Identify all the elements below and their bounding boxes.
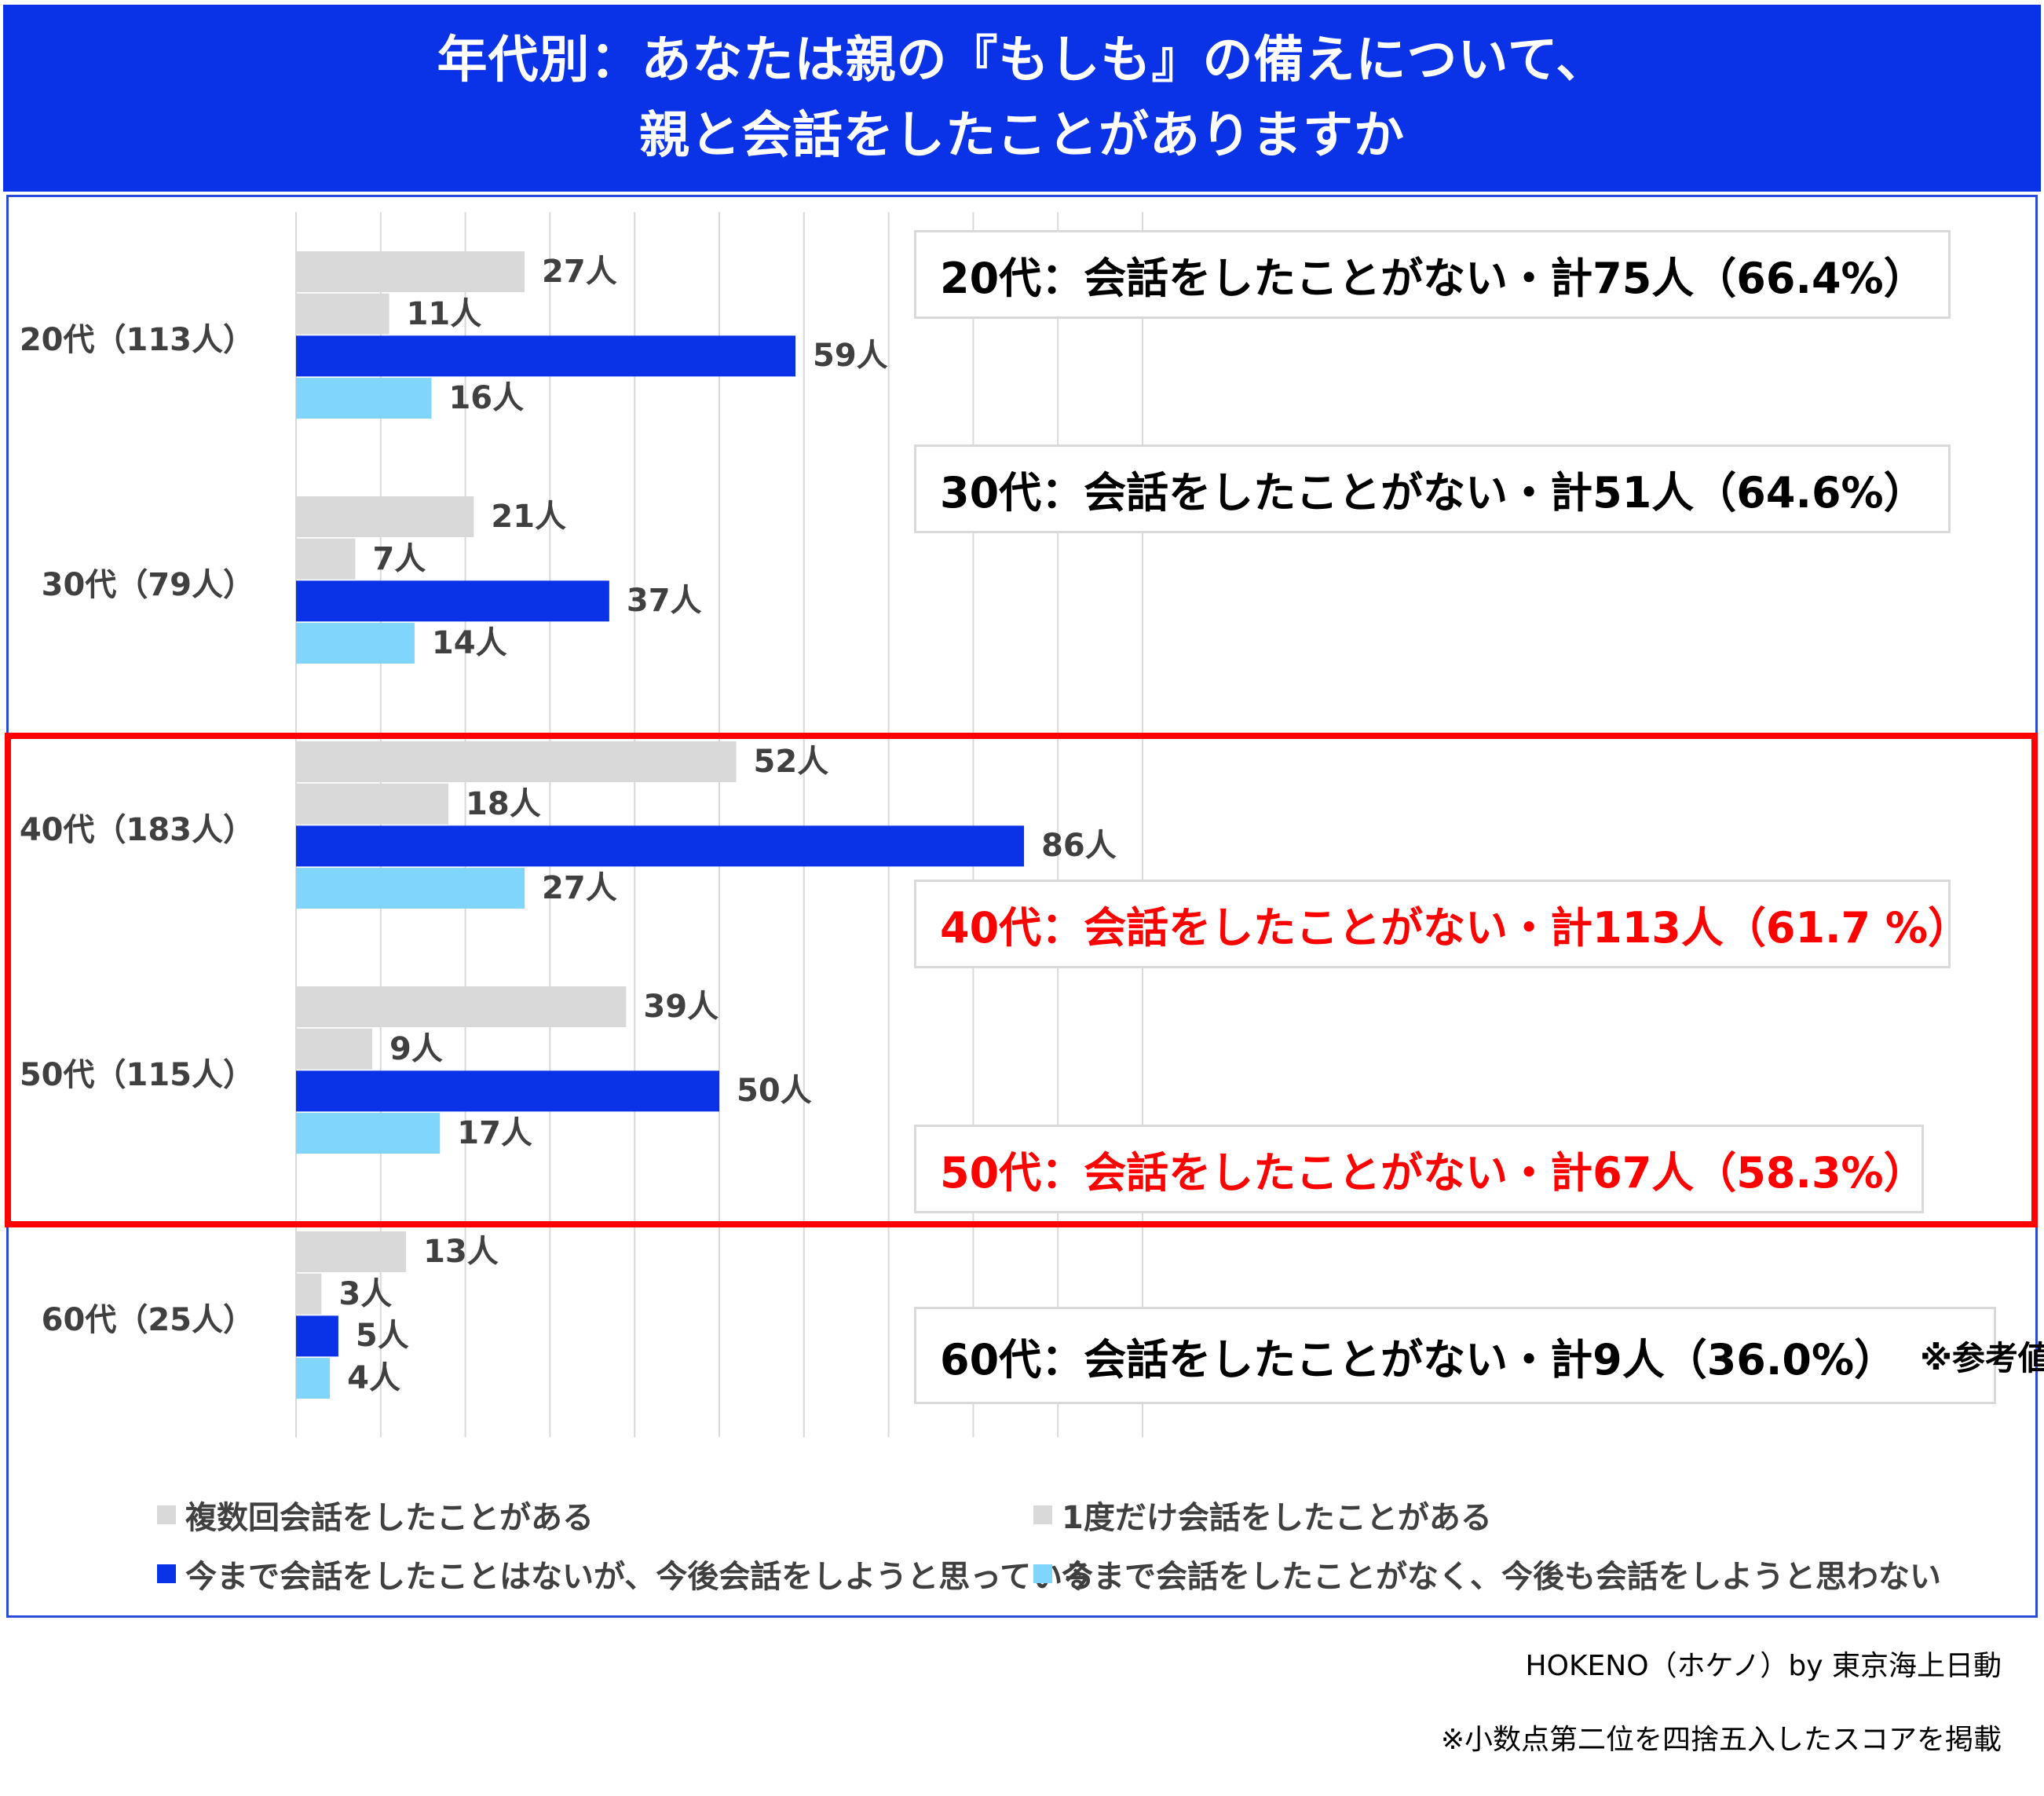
bar-group0-series0	[296, 251, 525, 292]
bar-value-label: 4人	[347, 1360, 400, 1397]
callout-60s-note: ※参考値	[1920, 1338, 2044, 1377]
source-credit: HOKENO（ホケノ）by 東京海上日動	[1525, 1650, 2002, 1682]
bar-group3-series0	[296, 986, 627, 1027]
group-label-30s: 30代（79人）	[41, 567, 254, 603]
group-label-20s: 20代（113人）	[19, 322, 254, 358]
bar-group4-series2	[296, 1315, 338, 1357]
bar-value-label: 59人	[813, 338, 888, 375]
bar-value-label: 17人	[457, 1115, 532, 1152]
bar-group0-series1	[296, 293, 389, 335]
callout-20s-text: 20代：会話をしたことがない・計75人（66.4%）	[940, 254, 1926, 303]
legend-swatch-wont-talk	[1033, 1564, 1052, 1583]
legend-swatch-will-talk	[157, 1564, 176, 1583]
bar-value-label: 50人	[737, 1073, 812, 1110]
legend-label-multiple: 複数回会話をしたことがある	[185, 1500, 594, 1536]
callout-50s: 50代：会話をしたことがない・計67人（58.3%）	[914, 1125, 1926, 1213]
group-label-50s: 50代（115人）	[19, 1057, 254, 1093]
bar-value-label: 86人	[1041, 828, 1117, 865]
bar-value-label: 52人	[753, 744, 829, 780]
bar-group3-series2	[296, 1070, 719, 1112]
bar-value-label: 16人	[448, 380, 525, 417]
title-line-2: 親と会話をしたことがありますか	[639, 107, 1405, 165]
callout-30s-text: 30代：会話をしたことがない・計51人（64.6%）	[940, 468, 1926, 518]
title-line-1: 年代別：あなたは親の『もしも』の備えについて、	[437, 31, 1607, 90]
group-label-40s: 40代（183人）	[19, 812, 254, 848]
legend-item-multiple: 複数回会話をしたことがある	[157, 1492, 594, 1538]
legend-label-wont-talk: 今まで会話をしたことがなく、今後も会話をしようと思わない	[1062, 1559, 1941, 1595]
footnote: ※小数点第二位を四捨五入したスコアを掲載	[1440, 1724, 2002, 1756]
bar-value-label: 11人	[406, 295, 482, 332]
legend-label-once: 1度だけ会話をしたことがある	[1062, 1500, 1492, 1536]
group-label-60s: 60代（25人）	[41, 1302, 254, 1338]
bar-value-label: 14人	[431, 625, 507, 662]
callout-60s-text: 60代：会話をしたことがない・計9人（36.0%）	[940, 1334, 1897, 1384]
highlight-box-40s-50s	[5, 733, 2038, 1227]
title-bar: 年代別：あなたは親の『もしも』の備えについて、 親と会話をしたことがありますか	[3, 5, 2041, 192]
bar-group1-series3	[296, 623, 415, 664]
callout-20s: 20代：会話をしたことがない・計75人（66.4%）	[914, 230, 1951, 319]
bar-value-label: 27人	[542, 254, 617, 290]
callout-30s: 30代：会話をしたことがない・計51人（64.6%）	[914, 444, 1951, 533]
legend-swatch-once	[1033, 1505, 1052, 1524]
legend-item-will-talk: 今まで会話をしたことはないが、今後会話をしようと思っている	[157, 1551, 1094, 1597]
bar-group3-series3	[296, 1113, 441, 1154]
bar-value-label: 13人	[423, 1234, 499, 1270]
bar-group3-series1	[296, 1028, 373, 1070]
bar-value-label: 37人	[626, 583, 702, 620]
bar-group2-series2	[296, 825, 1025, 867]
bar-value-label: 39人	[643, 989, 719, 1025]
bar-group0-series3	[296, 378, 432, 419]
bar-value-label: 27人	[542, 870, 617, 907]
bar-group4-series0	[296, 1231, 407, 1272]
bar-group1-series2	[296, 580, 609, 622]
bar-group0-series2	[296, 335, 796, 377]
bar-value-label: 7人	[372, 540, 426, 577]
bar-value-label: 9人	[389, 1030, 443, 1067]
callout-40s-text: 40代：会話をしたことがない・計113人（61.7 %）	[940, 903, 1971, 953]
bar-group2-series0	[296, 741, 737, 782]
bar-value-label: 5人	[355, 1318, 409, 1355]
bar-value-label: 21人	[491, 499, 567, 535]
callout-40s: 40代：会話をしたことがない・計113人（61.7 %）	[914, 880, 1970, 968]
legend-item-once: 1度だけ会話をしたことがある	[1033, 1492, 1492, 1538]
callout-60s: 60代：会話をしたことがない・計9人（36.0%） ※参考値	[914, 1307, 2044, 1404]
bar-value-label: 18人	[466, 785, 541, 822]
bar-group2-series3	[296, 868, 525, 909]
bar-value-label: 3人	[338, 1275, 393, 1312]
callout-50s-text: 50代：会話をしたことがない・計67人（58.3%）	[940, 1148, 1926, 1198]
legend-swatch-multiple	[157, 1505, 176, 1524]
legend-item-wont-talk: 今まで会話をしたことがなく、今後も会話をしようと思わない	[1033, 1551, 1941, 1597]
bar-group2-series1	[296, 783, 449, 825]
bar-group1-series0	[296, 496, 474, 537]
legend-label-will-talk: 今まで会話をしたことはないが、今後会話をしようと思っている	[185, 1559, 1095, 1595]
bar-group4-series3	[296, 1358, 331, 1399]
bar-group1-series1	[296, 538, 356, 580]
bar-group4-series1	[296, 1273, 322, 1315]
